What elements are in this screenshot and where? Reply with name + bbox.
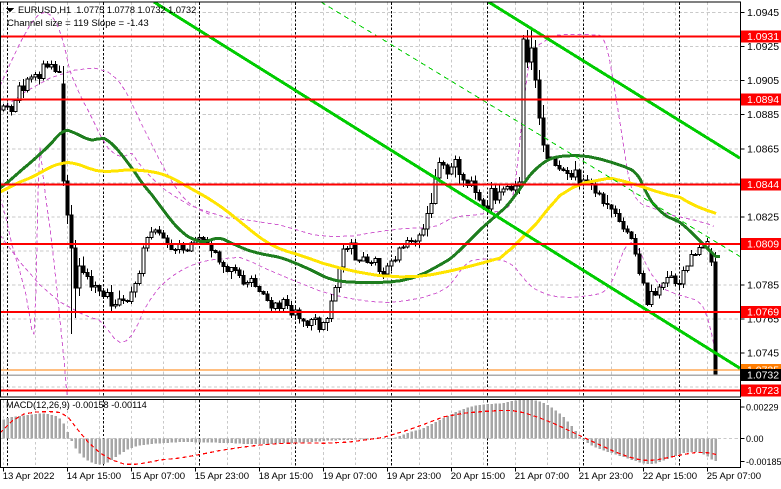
svg-text:25 Apr 07:00: 25 Apr 07:00 — [707, 471, 761, 482]
svg-text:21 Apr 23:00: 21 Apr 23:00 — [579, 471, 633, 482]
svg-text:0.00: 0.00 — [746, 434, 764, 444]
svg-text:15 Apr 07:00: 15 Apr 07:00 — [131, 471, 185, 482]
svg-text:1.0945: 1.0945 — [747, 7, 779, 19]
svg-text:1.0865: 1.0865 — [747, 143, 779, 155]
svg-text:1.0844: 1.0844 — [747, 179, 779, 191]
svg-text:Channel size = 119 Slope = -1.: Channel size = 119 Slope = -1.43 — [7, 18, 149, 29]
svg-text:1.0885: 1.0885 — [747, 109, 779, 121]
svg-text:1.0825: 1.0825 — [747, 211, 779, 223]
svg-text:1.0894: 1.0894 — [747, 94, 779, 106]
svg-text:1.0723: 1.0723 — [747, 385, 779, 397]
svg-text:19 Apr 23:00: 19 Apr 23:00 — [387, 471, 441, 482]
svg-text:1.0931: 1.0931 — [747, 31, 779, 43]
svg-text:0.00229: 0.00229 — [746, 403, 779, 413]
svg-text:19 Apr 07:00: 19 Apr 07:00 — [323, 471, 377, 482]
svg-text:20 Apr 15:00: 20 Apr 15:00 — [451, 471, 505, 482]
svg-text:1.0745: 1.0745 — [747, 348, 779, 360]
svg-text:EURUSD,H1 1.0775 1.0778 1.073: EURUSD,H1 1.0775 1.0778 1.0732 1.0732 — [18, 5, 196, 15]
svg-text:15 Apr 23:00: 15 Apr 23:00 — [195, 471, 249, 482]
svg-text:1.0925: 1.0925 — [747, 41, 779, 53]
svg-text:1.0809: 1.0809 — [747, 239, 779, 251]
svg-text:21 Apr 07:00: 21 Apr 07:00 — [515, 471, 569, 482]
svg-text:1.0905: 1.0905 — [747, 75, 779, 87]
svg-text:18 Apr 15:00: 18 Apr 15:00 — [259, 471, 313, 482]
svg-text:1.0785: 1.0785 — [747, 279, 779, 291]
svg-text:22 Apr 15:00: 22 Apr 15:00 — [643, 471, 697, 482]
svg-text:14 Apr 15:00: 14 Apr 15:00 — [67, 471, 121, 482]
svg-text:1.0732: 1.0732 — [747, 370, 779, 382]
svg-text:-0.00185: -0.00185 — [746, 457, 781, 467]
svg-text:13 Apr 2022: 13 Apr 2022 — [3, 471, 55, 482]
svg-text:MACD(12,26,9) -0.00158 -0.0011: MACD(12,26,9) -0.00158 -0.00114 — [6, 400, 147, 410]
svg-text:1.0769: 1.0769 — [747, 307, 779, 319]
